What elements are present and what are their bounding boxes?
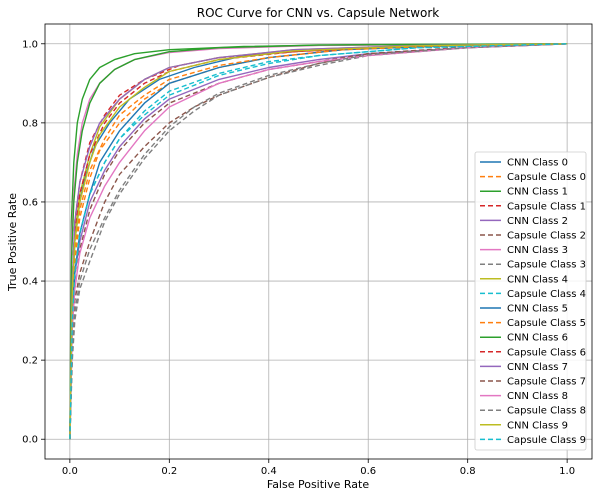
- legend-entry: CNN Class 1: [507, 187, 568, 198]
- series-line-13: [69, 43, 568, 440]
- series-line-12: [69, 43, 568, 440]
- legend-entry: CNN Class 9: [507, 420, 568, 431]
- x-tick-label: 0.6: [360, 466, 376, 477]
- legend-entry: Capsule Class 2: [507, 231, 586, 242]
- legend-entry: Capsule Class 9: [507, 435, 586, 446]
- legend-entry: CNN Class 4: [507, 274, 568, 285]
- legend-entry: CNN Class 3: [507, 245, 568, 256]
- series-line-14: [69, 43, 568, 440]
- legend-entry: CNN Class 5: [507, 304, 568, 315]
- y-tick-label: 0.8: [22, 118, 38, 129]
- plot-area: [69, 43, 568, 440]
- legend-entry: Capsule Class 4: [507, 289, 586, 300]
- legend-entry: Capsule Class 5: [507, 318, 586, 329]
- y-tick-label: 0.4: [22, 277, 38, 288]
- y-axis-ticks: 0.0 0.2 0.4 0.6 0.8 1.0: [22, 39, 45, 446]
- series-line-19: [69, 43, 568, 440]
- legend-box: [474, 151, 587, 451]
- y-tick-label: 1.0: [22, 39, 38, 50]
- legend-entry: CNN Class 8: [507, 391, 568, 402]
- y-axis-label: True Positive Rate: [6, 193, 19, 292]
- x-tick-label: 0.8: [460, 466, 476, 477]
- series-line-8: [69, 43, 568, 440]
- legend-entry: Capsule Class 6: [507, 347, 586, 358]
- y-tick-label: 0.2: [22, 356, 38, 367]
- x-tick-label: 0.2: [161, 466, 177, 477]
- series-line-18: [69, 43, 568, 440]
- x-axis-label: False Positive Rate: [267, 478, 369, 491]
- legend: CNN Class 0 Capsule Class 0 CNN Class 1 Cap…: [474, 151, 587, 451]
- legend-entry: CNN Class 0: [507, 158, 568, 169]
- plot-frame: [44, 23, 593, 460]
- series-line-20: [69, 43, 568, 440]
- series-line-15: [69, 43, 568, 440]
- legend-entry: CNN Class 2: [507, 216, 568, 227]
- legend-entry: Capsule Class 7: [507, 377, 586, 388]
- x-axis-ticks: 0.0 0.2 0.4 0.6 0.8 1.0: [62, 459, 575, 477]
- legend-entry: Capsule Class 3: [507, 260, 586, 271]
- x-tick-label: 0.0: [62, 466, 78, 477]
- legend-entry: CNN Class 6: [507, 333, 568, 344]
- legend-entry: CNN Class 7: [507, 362, 568, 373]
- legend-entry: Capsule Class 1: [507, 201, 586, 212]
- legend-entry: Capsule Class 8: [507, 406, 586, 417]
- x-tick-label: 0.4: [261, 466, 277, 477]
- legend-entry: Capsule Class 0: [507, 172, 586, 183]
- y-tick-label: 0.0: [22, 435, 38, 446]
- chart-title: ROC Curve for CNN vs. Capsule Network: [197, 6, 440, 20]
- x-tick-label: 1.0: [559, 466, 575, 477]
- y-tick-label: 0.6: [22, 197, 38, 208]
